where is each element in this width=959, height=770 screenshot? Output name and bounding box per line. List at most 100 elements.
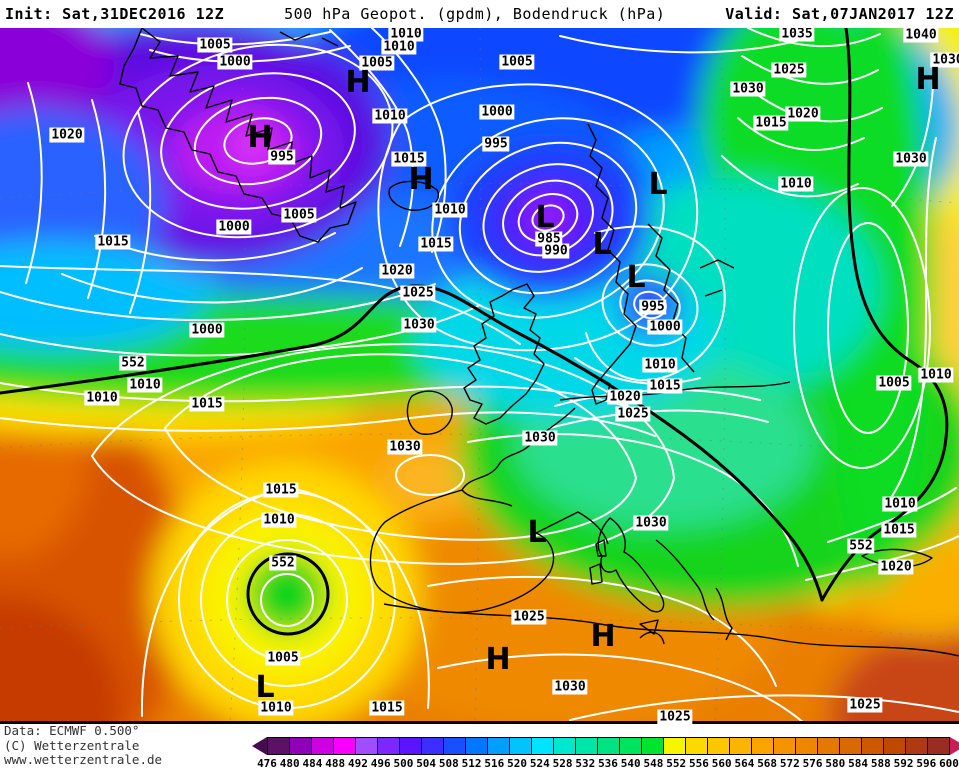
isobar-label: 1005 bbox=[197, 37, 233, 53]
colorbar-segment bbox=[862, 738, 884, 754]
colorbar-segment bbox=[532, 738, 554, 754]
isobar-label: 1020 bbox=[49, 127, 85, 143]
colorbar-segment bbox=[510, 738, 532, 754]
colorbar-tick: 600 bbox=[939, 757, 959, 770]
colorbar-tick: 552 bbox=[666, 757, 687, 770]
isobar-label: 1030 bbox=[522, 430, 558, 446]
pressure-center-letter: L bbox=[255, 670, 275, 705]
colorbar-segment bbox=[422, 738, 444, 754]
colorbar-tick: 524 bbox=[529, 757, 550, 770]
colorbar-tick: 504 bbox=[416, 757, 437, 770]
colorbar-left-arrow bbox=[252, 737, 267, 755]
isobar-label: 995 bbox=[482, 136, 510, 152]
colorbar-segment bbox=[642, 738, 664, 754]
colorbar-right-arrow bbox=[950, 737, 959, 755]
thickness-label: 552 bbox=[847, 538, 875, 554]
isobar-label: 1020 bbox=[785, 106, 821, 122]
isobar-label: 1025 bbox=[657, 709, 693, 724]
isobar-label: 1030 bbox=[401, 317, 437, 333]
colorbar-segment bbox=[554, 738, 576, 754]
map-label-layer: 1020 1005 1000 995 1005 1000 1015 1000 1010 1010 1… bbox=[0, 28, 959, 724]
colorbar-segment bbox=[290, 738, 312, 754]
colorbar-segment bbox=[884, 738, 906, 754]
isobar-label: 1005 bbox=[499, 54, 535, 70]
colorbar-tick: 492 bbox=[347, 757, 368, 770]
colorbar-tick: 572 bbox=[779, 757, 800, 770]
geopotential-color-field bbox=[0, 28, 959, 724]
map-canvas bbox=[0, 28, 959, 724]
isobar-label: 1000 bbox=[216, 219, 252, 235]
isobar-label: 1025 bbox=[847, 697, 883, 713]
isobar-label: 1010 bbox=[778, 176, 814, 192]
isobar-label: 1030 bbox=[387, 439, 423, 455]
thickness-label: 552 bbox=[119, 355, 147, 371]
colorbar-segment bbox=[312, 738, 334, 754]
isobar-label: 1020 bbox=[379, 263, 415, 279]
pressure-center-letter: H bbox=[345, 65, 371, 100]
pressure-center-letter: H bbox=[408, 162, 434, 197]
colorbar-tick: 528 bbox=[552, 757, 573, 770]
colorbar-tick: 584 bbox=[848, 757, 868, 770]
isobar-label: 1030 bbox=[633, 515, 669, 531]
isobar-label: 1000 bbox=[189, 322, 225, 338]
isobar-label: 1015 bbox=[391, 151, 427, 167]
isobar-label: 1025 bbox=[400, 285, 436, 301]
pressure-center-letter: H bbox=[915, 62, 941, 97]
colorbar-tick: 596 bbox=[916, 757, 937, 770]
isobar-label: 1015 bbox=[647, 378, 683, 394]
isobar-label: 1010 bbox=[882, 496, 918, 512]
colorbar-segment bbox=[598, 738, 620, 754]
colorbar-tick: 476 bbox=[257, 757, 277, 770]
colorbar-segment bbox=[444, 738, 466, 754]
pressure-center-letter: L bbox=[535, 200, 555, 235]
colorbar-segment bbox=[796, 738, 818, 754]
weather-map: 1020 1005 1000 995 1005 1000 1015 1000 1010 1010 1… bbox=[0, 28, 959, 724]
colorbar-segment bbox=[730, 738, 752, 754]
pressure-center-letter: L bbox=[626, 260, 646, 295]
map-header: Init: Sat,31DEC2016 12Z 500 hPa Geopot. … bbox=[0, 0, 959, 28]
map-footer: Data: ECMWF 0.500° (C) Wetterzentrale ww… bbox=[0, 723, 959, 770]
isobar-label: 995 bbox=[268, 149, 296, 165]
colorbar-segments bbox=[267, 737, 950, 755]
pressure-center-letter: H bbox=[485, 642, 511, 677]
colorbar-tick: 580 bbox=[825, 757, 846, 770]
colorbar-segment bbox=[818, 738, 840, 754]
isobar-label: 1010 bbox=[432, 202, 468, 218]
isobar-label: 1005 bbox=[876, 375, 912, 391]
isobar-label: 1025 bbox=[771, 62, 807, 78]
colorbar-segment bbox=[466, 738, 488, 754]
isobar-label: 985 bbox=[535, 231, 563, 247]
data-source-text: Data: ECMWF 0.500° bbox=[4, 723, 140, 738]
pressure-center-letter: L bbox=[527, 515, 547, 550]
isobar-label: 1010 bbox=[127, 377, 163, 393]
isobar-label: 1000 bbox=[647, 319, 683, 335]
pressure-center-letter: H bbox=[247, 120, 273, 155]
isobar-label: 1015 bbox=[753, 115, 789, 131]
isobar-label: 1030 bbox=[893, 151, 929, 167]
colorbar-segment bbox=[400, 738, 422, 754]
colorbar-tick-labels: 476 480 484 488 492 496 500 504 508 512 516 520 524 5… bbox=[257, 757, 959, 770]
colorbar-tick: 576 bbox=[802, 757, 823, 770]
isobar-label: 1010 bbox=[381, 39, 417, 55]
colorbar-tick: 532 bbox=[575, 757, 596, 770]
colorbar-segment bbox=[752, 738, 774, 754]
map-title: 500 hPa Geopot. (gpdm), Bodendruck (hPa) bbox=[284, 5, 666, 23]
colorbar-tick: 488 bbox=[325, 757, 346, 770]
isobar-label: 1035 bbox=[779, 28, 815, 42]
geopotential-colorbar bbox=[252, 737, 959, 755]
colorbar-segment bbox=[576, 738, 598, 754]
isobar-label: 1000 bbox=[217, 54, 253, 70]
isobar-label: 1015 bbox=[418, 236, 454, 252]
colorbar-segment bbox=[686, 738, 708, 754]
colorbar-segment bbox=[620, 738, 642, 754]
isobar-label: 1010 bbox=[372, 108, 408, 124]
colorbar-tick: 540 bbox=[620, 757, 641, 770]
isobar-label: 1015 bbox=[263, 482, 299, 498]
colorbar-tick: 496 bbox=[370, 757, 391, 770]
website-link: www.wetterzentrale.de bbox=[4, 752, 163, 767]
isobar-label: 1030 bbox=[930, 52, 959, 68]
colorbar-tick: 484 bbox=[302, 757, 323, 770]
colorbar-tick: 480 bbox=[279, 757, 300, 770]
coastlines bbox=[119, 28, 959, 657]
